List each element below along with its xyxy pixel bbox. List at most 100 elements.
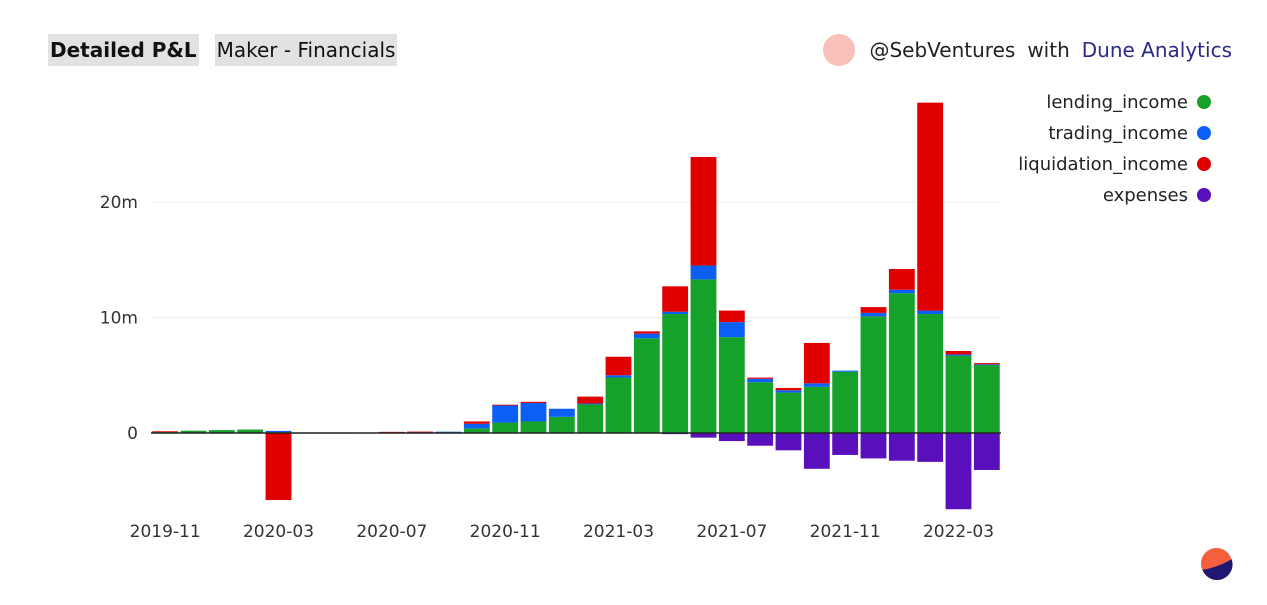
bar-expenses bbox=[888, 433, 915, 461]
bar-trading-income bbox=[832, 370, 859, 372]
bar-liquidation-income bbox=[265, 433, 292, 500]
bar-liquidation-income bbox=[945, 350, 972, 355]
bar-expenses bbox=[803, 433, 830, 469]
bar-trading-income bbox=[633, 333, 660, 339]
bar-expenses bbox=[718, 433, 745, 442]
bar-trading-income bbox=[718, 322, 745, 338]
bar-lending-income bbox=[718, 337, 745, 433]
bar-lending-income bbox=[633, 338, 660, 433]
x-tick-label: 2020-07 bbox=[356, 522, 427, 542]
bar-expenses bbox=[775, 433, 802, 451]
bar-trading-income bbox=[520, 402, 547, 422]
bar-trading-income bbox=[803, 383, 830, 387]
bar-expenses bbox=[973, 433, 1000, 470]
query-title[interactable]: Maker - Financials bbox=[214, 34, 398, 66]
bar-trading-income bbox=[747, 378, 774, 383]
bar-trading-income bbox=[492, 405, 519, 423]
bar-lending-income bbox=[888, 293, 915, 433]
bar-liquidation-income bbox=[662, 286, 689, 312]
panel-title: Detailed P&L bbox=[48, 34, 199, 66]
bar-trading-income bbox=[605, 375, 632, 378]
author-avatar[interactable] bbox=[823, 34, 856, 66]
bar-trading-income bbox=[577, 403, 604, 405]
bar-lending-income bbox=[492, 422, 519, 433]
bar-lending-income bbox=[548, 416, 575, 433]
bar-liquidation-income bbox=[775, 387, 802, 391]
bar-liquidation-income bbox=[690, 156, 717, 266]
credit-author[interactable]: @SebVentures bbox=[869, 38, 1016, 62]
bar-expenses bbox=[832, 433, 859, 455]
bar-expenses bbox=[747, 433, 774, 446]
dune-analytics-link[interactable]: Dune Analytics bbox=[1081, 38, 1232, 62]
bar-liquidation-income bbox=[917, 102, 944, 311]
bar-trading-income bbox=[973, 364, 1000, 366]
x-tick-label: 2020-03 bbox=[243, 522, 314, 542]
bar-lending-income bbox=[180, 430, 207, 433]
bar-expenses bbox=[690, 433, 717, 438]
x-tick-label: 2019-11 bbox=[130, 522, 201, 542]
bar-trading-income bbox=[860, 312, 887, 317]
bar-liquidation-income bbox=[803, 342, 830, 384]
legend-label-liquidation-income: liquidation_income bbox=[1018, 154, 1188, 175]
bar-lending-income bbox=[832, 371, 859, 433]
bar-trading-income bbox=[690, 265, 717, 280]
bar-trading-income bbox=[775, 390, 802, 393]
bar-liquidation-income bbox=[718, 310, 745, 323]
bar-lending-income bbox=[803, 386, 830, 433]
bar-liquidation-income bbox=[605, 356, 632, 376]
bar-lending-income bbox=[973, 364, 1000, 433]
legend-label-lending-income: lending_income bbox=[1046, 92, 1188, 113]
bar-trading-income bbox=[435, 431, 462, 433]
bar-liquidation-income bbox=[888, 268, 915, 290]
legend-label-expenses: expenses bbox=[1103, 185, 1188, 206]
bar-lending-income bbox=[775, 392, 802, 433]
bar-liquidation-income bbox=[860, 307, 887, 313]
bar-lending-income bbox=[690, 279, 717, 433]
bar-liquidation-income bbox=[463, 421, 490, 424]
x-tick-label: 2021-03 bbox=[583, 522, 654, 542]
bar-lending-income bbox=[917, 314, 944, 433]
bar-lending-income bbox=[520, 421, 547, 433]
credit: @SebVentures with Dune Analytics bbox=[823, 34, 1232, 66]
bar-trading-income bbox=[888, 289, 915, 294]
y-tick-label: 20m bbox=[100, 193, 138, 213]
bar-lending-income bbox=[463, 428, 490, 433]
x-tick-label: 2020-11 bbox=[470, 522, 541, 542]
bar-lending-income bbox=[747, 382, 774, 433]
bar-liquidation-income bbox=[520, 401, 547, 403]
bar-lending-income bbox=[577, 404, 604, 433]
bar-liquidation-income bbox=[152, 431, 179, 433]
bar-trading-income bbox=[945, 354, 972, 356]
legend-marker-expenses bbox=[1197, 188, 1211, 202]
y-tick-label: 0 bbox=[127, 424, 138, 444]
bar-liquidation-income bbox=[973, 363, 1000, 365]
legend-marker-lending-income bbox=[1197, 95, 1211, 109]
bar-expenses bbox=[917, 433, 944, 462]
bar-liquidation-income bbox=[492, 404, 519, 406]
bar-trading-income bbox=[917, 310, 944, 315]
legend-label-trading-income: trading_income bbox=[1048, 123, 1188, 144]
bar-liquidation-income bbox=[747, 377, 774, 379]
bar-liquidation-income bbox=[577, 396, 604, 404]
y-tick-label: 10m bbox=[100, 309, 138, 329]
bar-trading-income bbox=[548, 408, 575, 417]
x-tick-label: 2021-11 bbox=[810, 522, 881, 542]
bar-lending-income bbox=[237, 429, 264, 433]
bar-trading-income bbox=[463, 423, 490, 429]
x-tick-label: 2022-03 bbox=[923, 522, 994, 542]
bar-lending-income bbox=[945, 355, 972, 433]
bar-liquidation-income bbox=[407, 431, 434, 433]
bar-lending-income bbox=[605, 377, 632, 433]
bar-lending-income bbox=[860, 316, 887, 433]
bar-liquidation-income bbox=[633, 331, 660, 334]
bar-trading-income bbox=[662, 311, 689, 315]
bar-lending-income bbox=[662, 314, 689, 433]
bar-expenses bbox=[860, 433, 887, 459]
bar-liquidation-income bbox=[378, 431, 405, 433]
bar-expenses bbox=[945, 433, 972, 510]
dune-logo-icon[interactable] bbox=[1200, 547, 1233, 580]
legend-marker-liquidation-income bbox=[1197, 157, 1211, 171]
x-tick-label: 2021-07 bbox=[696, 522, 767, 542]
title-row: Detailed P&L Maker - Financials bbox=[48, 34, 398, 66]
